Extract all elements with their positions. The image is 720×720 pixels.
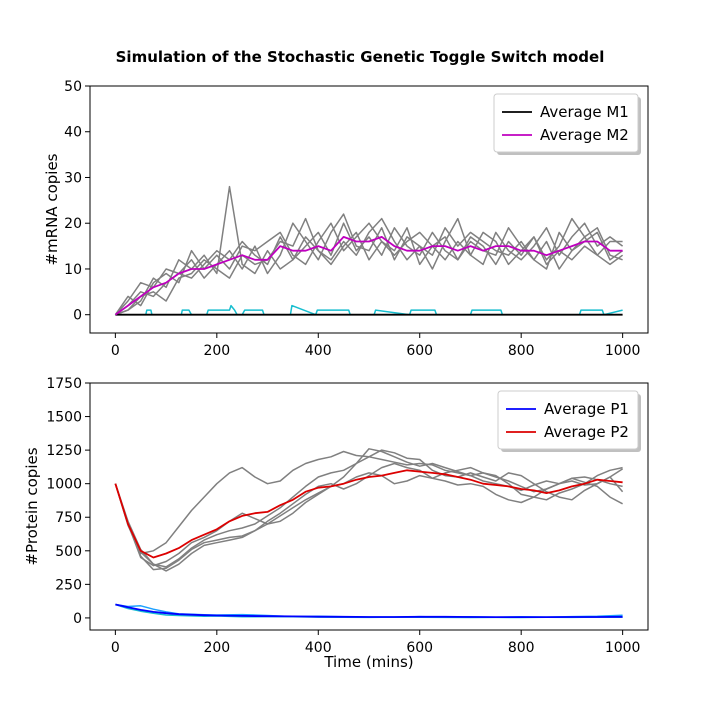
y-tick-label: 10 xyxy=(64,262,82,278)
trajectory-line xyxy=(114,449,624,568)
legend-box xyxy=(497,390,639,450)
y-tick-label: 40 xyxy=(64,125,82,141)
y-tick-label: 0 xyxy=(73,308,82,324)
x-tick-label: 0 xyxy=(111,343,120,359)
trajectory-line xyxy=(114,466,623,572)
plot-frame xyxy=(89,85,649,334)
x-axis-label: Time (mins) xyxy=(323,653,413,671)
y-tick-label: 0 xyxy=(73,611,82,627)
series-group xyxy=(114,448,624,619)
x-tick-label: 400 xyxy=(305,640,332,656)
y-tick-label: 750 xyxy=(55,510,82,526)
y-tick-label: 30 xyxy=(64,170,82,186)
plot-frame xyxy=(89,382,649,631)
x-tick-label: 800 xyxy=(508,343,535,359)
y-tick-label: 1750 xyxy=(46,376,82,392)
trajectory-line xyxy=(115,217,624,316)
y-tick-label: 1000 xyxy=(46,477,82,493)
x-tick-label: 800 xyxy=(508,640,535,656)
x-tick-label: 400 xyxy=(305,343,332,359)
y-tick-label: 500 xyxy=(55,544,82,560)
legend: Average M1 Average M2 xyxy=(493,93,641,155)
y-tick-label: 1500 xyxy=(46,410,82,426)
legend-entry: Average P2 xyxy=(544,423,629,441)
figure-title: Simulation of the Stochastic Genetic Tog… xyxy=(116,48,605,66)
x-tick-label: 600 xyxy=(406,343,433,359)
trajectory-line xyxy=(114,222,624,316)
legend-box xyxy=(493,93,639,153)
trajectory-line xyxy=(114,450,623,555)
y-axis-label: #mRNA copies xyxy=(43,153,61,265)
legend: Average P1 Average P2 xyxy=(497,390,641,452)
x-tick-label: 1000 xyxy=(605,640,641,656)
trajectory-line xyxy=(115,304,623,316)
series-line-average-p2 xyxy=(114,469,623,559)
x-tick-label: 0 xyxy=(111,640,120,656)
y-tick-label: 50 xyxy=(64,79,82,95)
trajectory-line xyxy=(114,462,623,571)
series-group xyxy=(114,185,624,316)
y-tick-label: 1250 xyxy=(46,443,82,459)
x-tick-label: 200 xyxy=(203,640,230,656)
mrna-panel: 0 200 400 600 800 1000 0 10 20 30 40 50 #mRNA copies… xyxy=(43,79,649,359)
trajectory-line xyxy=(115,185,623,316)
y-tick-label: 20 xyxy=(64,216,82,232)
legend-entry: Average P1 xyxy=(544,400,629,418)
x-tick-label: 1000 xyxy=(605,343,641,359)
x-tick-label: 600 xyxy=(406,640,433,656)
y-tick-label: 250 xyxy=(55,577,82,593)
y-axis-label: #Protein copies xyxy=(23,447,41,565)
series-line-average-p1 xyxy=(115,603,623,618)
legend-entry: Average M1 xyxy=(540,103,629,121)
series-line-average-m2 xyxy=(114,235,623,316)
legend-entry: Average M2 xyxy=(540,126,629,144)
protein-panel: 0 200 400 600 800 1000 0 250 500 750 1000 1250 1500 1… xyxy=(23,376,649,671)
x-tick-label: 200 xyxy=(203,343,230,359)
